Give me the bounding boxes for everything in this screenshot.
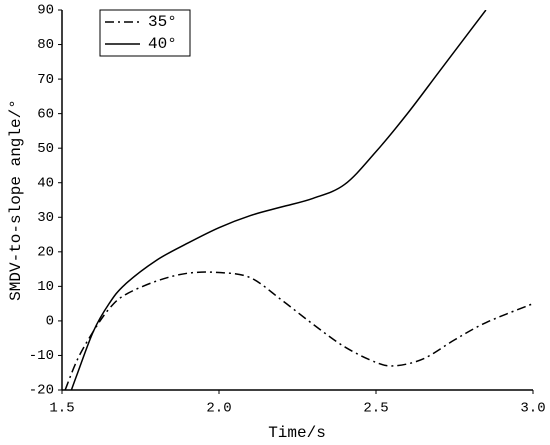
y-tick-label: -20: [29, 383, 54, 399]
x-tick-label: 2.0: [206, 401, 231, 417]
y-tick-label: 30: [37, 210, 54, 226]
legend-label: 35°: [148, 13, 177, 31]
y-tick-label: 10: [37, 279, 54, 295]
y-tick-label: 90: [37, 3, 54, 19]
y-tick-label: 20: [37, 245, 54, 261]
legend-label: 40°: [148, 35, 177, 53]
y-tick-label: 50: [37, 141, 54, 157]
y-tick-label: 0: [46, 314, 54, 330]
y-tick-label: 80: [37, 37, 54, 53]
line-series: [70, 10, 487, 390]
x-tick-label: 2.5: [363, 401, 388, 417]
y-tick-label: -10: [29, 348, 54, 364]
y-tick-label: 70: [37, 72, 54, 88]
line-series: [64, 271, 534, 390]
y-tick-label: 40: [37, 175, 54, 191]
y-axis-label: SMDV-to-slope angle/°: [7, 99, 25, 301]
x-axis-label: Time/s: [268, 424, 326, 442]
x-tick-label: 1.5: [49, 401, 74, 417]
y-tick-label: 60: [37, 106, 54, 122]
legend-box: [99, 9, 191, 57]
x-tick-label: 3.0: [520, 401, 545, 417]
